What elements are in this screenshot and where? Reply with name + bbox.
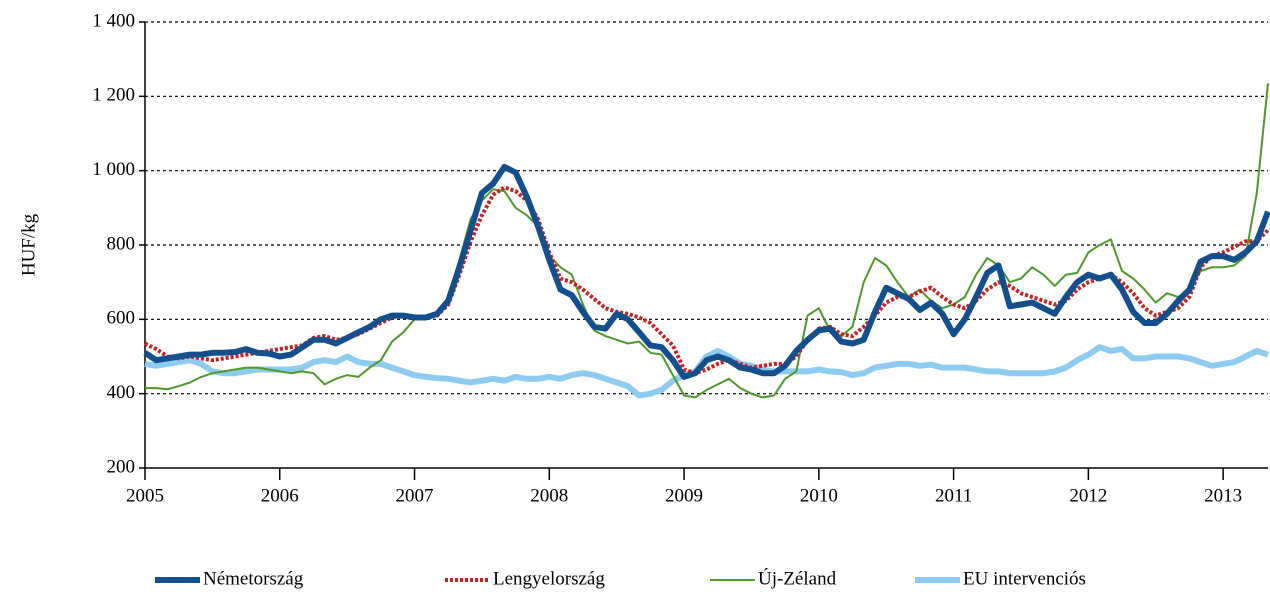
y-tick-label: 600 <box>107 308 136 329</box>
x-tick-label: 2012 <box>1069 485 1107 506</box>
y-tick-label: 1 400 <box>92 10 135 31</box>
y-tick-label: 1 000 <box>92 159 135 180</box>
y-axis-label: HUF/kg <box>18 213 39 276</box>
series-line <box>144 185 1270 376</box>
y-tick-label: 400 <box>107 382 136 403</box>
legend-label: Németország <box>203 568 304 589</box>
x-tick-label: 2008 <box>530 485 568 506</box>
y-tick-label: 1 200 <box>92 85 135 106</box>
legend-label: Új-Zéland <box>758 567 837 589</box>
series-line <box>144 344 1269 399</box>
x-tick-label: 2013 <box>1204 485 1242 506</box>
x-tick-label: 2009 <box>665 485 703 506</box>
y-tick-label: 200 <box>107 456 136 477</box>
series-line <box>143 163 1270 380</box>
x-tick-label: 2007 <box>396 485 434 506</box>
x-tick-label: 2011 <box>935 485 972 506</box>
legend-label: EU intervenciós <box>963 568 1086 589</box>
y-tick-label: 800 <box>107 233 136 254</box>
legend-label: Lengyelország <box>493 568 605 589</box>
x-tick-label: 2005 <box>126 485 164 506</box>
x-tick-label: 2010 <box>800 485 838 506</box>
x-tick-label: 2006 <box>261 485 299 506</box>
series-line <box>145 83 1269 399</box>
